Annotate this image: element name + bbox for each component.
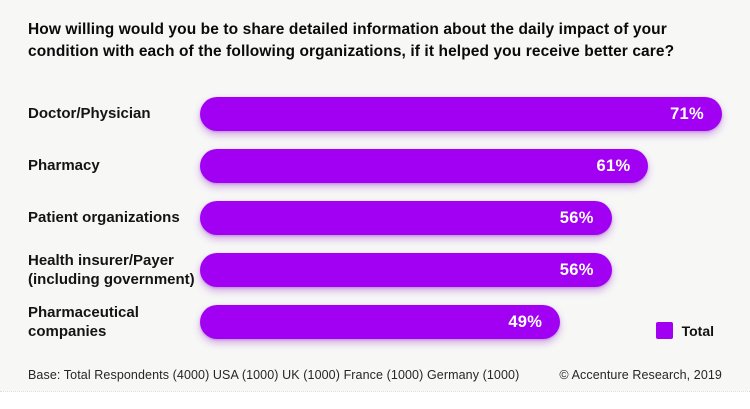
chart-row: Pharmacy 61% <box>0 140 750 192</box>
bar: 56% <box>200 201 612 235</box>
category-label: Doctor/Physician <box>28 105 151 123</box>
bar-value-label: 56% <box>559 260 594 279</box>
category-label: Patient organizations <box>28 209 180 227</box>
bar-value-label: 56% <box>559 208 594 227</box>
base-note: Base: Total Respondents (4000) USA (1000… <box>28 368 520 382</box>
bar: 49% <box>200 305 561 339</box>
bar-value-label: 71% <box>670 104 704 123</box>
chart-row: Patient organizations 56% <box>0 192 750 244</box>
square-swatch-icon <box>655 322 673 339</box>
bar-track: 49% <box>200 305 722 339</box>
chart-row: Doctor/Physician 71% <box>0 88 750 140</box>
bar-chart: Doctor/Physician 71% Pharmacy 61% Patien… <box>0 88 750 348</box>
source-credit: © Accenture Research, 2019 <box>559 368 722 382</box>
bar: 56% <box>200 253 612 287</box>
category-label: Health insurer/Payer (including governme… <box>28 251 195 289</box>
legend: Total <box>655 322 714 339</box>
category-label: Pharmacy <box>28 157 100 175</box>
legend-label: Total <box>681 322 714 339</box>
bar-track: 61% <box>200 149 722 183</box>
bar: 61% <box>200 149 649 183</box>
bar-track: 71% <box>200 97 722 131</box>
chart-row: Pharmaceutical companies 49% <box>0 296 750 348</box>
bar-value-label: 61% <box>596 156 631 175</box>
bar-value-label: 49% <box>508 312 543 331</box>
footer: Base: Total Respondents (4000) USA (1000… <box>28 368 722 382</box>
bottom-edge-strip <box>0 391 750 409</box>
chart-title: How willing would you be to share detail… <box>28 21 675 61</box>
bar-track: 56% <box>200 253 722 287</box>
bar-track: 56% <box>200 201 722 235</box>
category-label: Pharmaceutical companies <box>28 303 139 341</box>
bar: 71% <box>200 97 722 131</box>
chart-row: Health insurer/Payer (including governme… <box>0 244 750 296</box>
